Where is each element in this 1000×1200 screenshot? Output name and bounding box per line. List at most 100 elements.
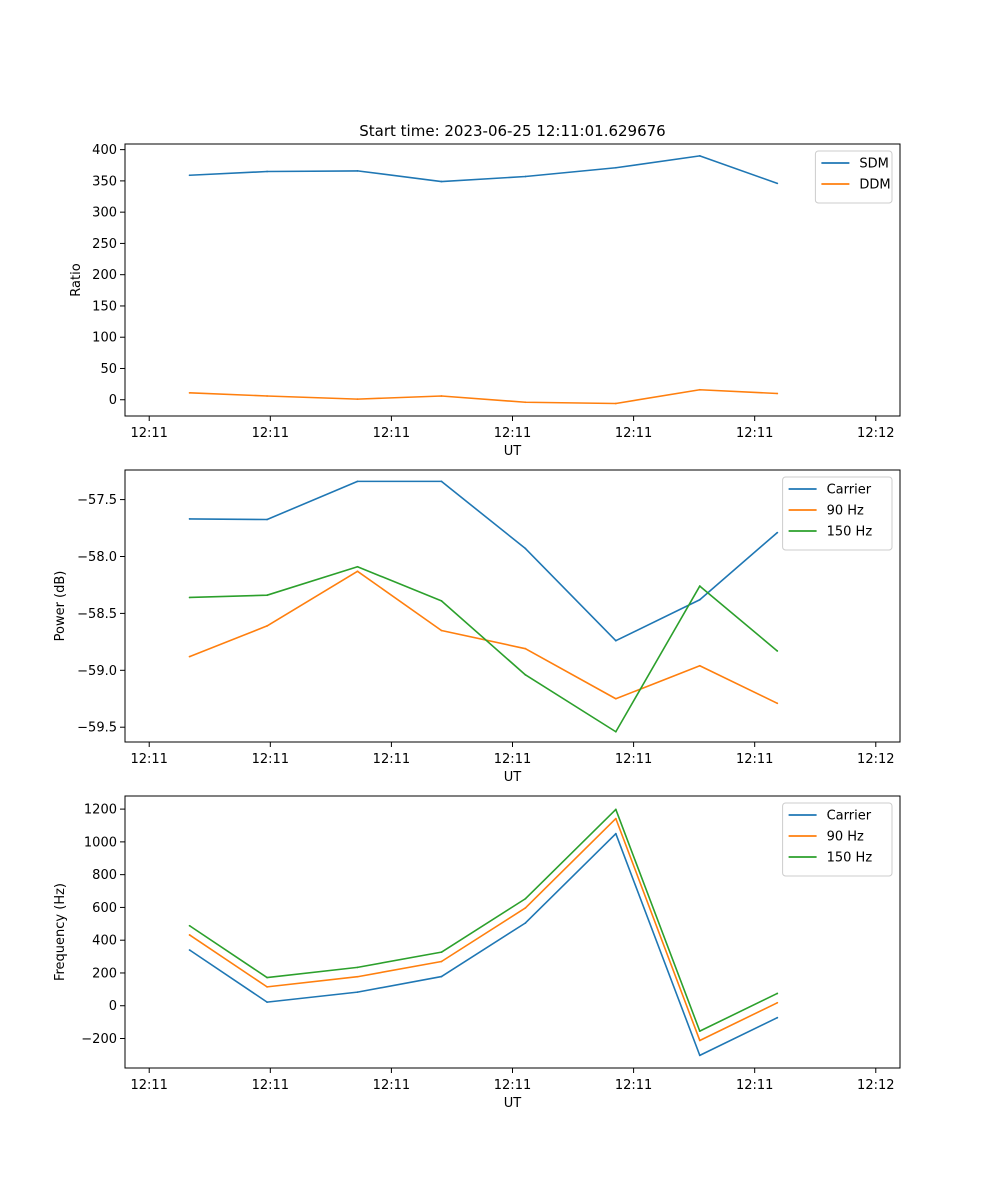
y-tick-label: −59.0 xyxy=(77,664,117,679)
legend-box xyxy=(814,150,893,204)
figure-title: Start time: 2023-06-25 12:11:01.629676 xyxy=(359,122,665,140)
data-point xyxy=(698,388,701,391)
data-point xyxy=(440,629,443,632)
x-tick-label: 12:12 xyxy=(857,752,894,767)
chart-1: 12:11 12:11 12:11 12:11 12:11 12:11 12:12 0 50 10… xyxy=(69,143,901,459)
y-tick-label: −59.5 xyxy=(77,721,117,736)
data-point xyxy=(188,391,191,394)
y-tick-label: 50 xyxy=(100,362,117,377)
data-point xyxy=(524,922,527,924)
data-point xyxy=(776,1016,779,1019)
chart-3: 12:11 12:11 12:11 12:11 12:11 12:11 12:12 −200 0… xyxy=(53,795,901,1111)
data-point xyxy=(776,650,779,652)
legend-label: Carrier xyxy=(827,809,872,824)
x-tick-label: 12:11 xyxy=(615,1078,652,1093)
series-line xyxy=(189,570,778,705)
series-line xyxy=(189,155,778,185)
data-point xyxy=(266,976,268,979)
x-tick-label: 12:11 xyxy=(130,426,167,441)
data-point xyxy=(614,402,617,405)
x-tick-label: 12:11 xyxy=(736,752,773,767)
data-point xyxy=(698,598,701,601)
series-150-hz xyxy=(188,565,779,733)
y-tick-label: 400 xyxy=(92,143,117,158)
data-point xyxy=(776,702,779,705)
series-carrier xyxy=(188,480,779,642)
data-point xyxy=(266,985,268,988)
y-tick-label: 350 xyxy=(92,174,117,189)
y-tick-label: 0 xyxy=(109,393,117,408)
data-point xyxy=(188,655,191,658)
series-150-hz xyxy=(188,808,779,1033)
data-point xyxy=(440,395,443,397)
data-point xyxy=(440,975,443,978)
series-line xyxy=(189,808,778,1032)
x-tick-label: 12:11 xyxy=(494,426,531,441)
data-point xyxy=(440,951,443,954)
data-point xyxy=(356,966,359,969)
legend: Carrier 90 Hz 150 Hz xyxy=(782,476,893,551)
data-point xyxy=(776,182,779,185)
y-tick-label: 1000 xyxy=(84,835,117,850)
data-point xyxy=(698,585,701,587)
series-line xyxy=(189,817,778,1042)
y-tick-label: −200 xyxy=(81,1032,117,1047)
data-point xyxy=(356,398,359,401)
data-point xyxy=(188,596,191,599)
chart-2: 12:11 12:11 12:11 12:11 12:11 12:11 12:12 −59.5… xyxy=(53,469,901,785)
x-tick-label: 12:11 xyxy=(252,426,289,441)
data-point xyxy=(440,960,443,963)
legend-label: DDM xyxy=(859,178,890,193)
data-point xyxy=(524,401,527,404)
data-point xyxy=(188,924,191,927)
series-90-hz xyxy=(188,817,779,1042)
data-point xyxy=(266,1001,268,1004)
y-tick-label: −57.5 xyxy=(77,493,117,508)
data-point xyxy=(356,570,359,573)
data-point xyxy=(266,518,268,521)
series-sdm xyxy=(188,154,779,185)
series-ddm xyxy=(188,388,779,405)
x-tick-label: 12:11 xyxy=(252,752,289,767)
data-point xyxy=(698,1039,701,1042)
data-point xyxy=(614,832,617,835)
data-point xyxy=(698,1054,701,1057)
y-tick-label: 250 xyxy=(92,237,117,252)
y-tick-label: 1200 xyxy=(84,803,117,818)
legend-label: SDM xyxy=(859,157,888,172)
data-point xyxy=(440,599,443,602)
data-point xyxy=(614,697,617,700)
data-point xyxy=(524,647,527,650)
series-line xyxy=(189,565,778,733)
data-point xyxy=(440,480,443,483)
data-point xyxy=(266,170,268,173)
y-tick-label: −58.0 xyxy=(77,550,117,565)
data-point xyxy=(356,991,359,994)
x-tick-label: 12:11 xyxy=(615,426,652,441)
series-carrier xyxy=(188,832,779,1057)
data-point xyxy=(356,565,359,568)
x-tick-label: 12:11 xyxy=(615,752,652,767)
data-point xyxy=(524,175,527,178)
x-tick-label: 12:11 xyxy=(130,1078,167,1093)
data-point xyxy=(188,949,191,951)
y-tick-label: 300 xyxy=(92,206,117,221)
y-tick-label: 100 xyxy=(92,331,117,346)
legend: Carrier 90 Hz 150 Hz xyxy=(782,802,893,877)
x-tick-label: 12:11 xyxy=(494,752,531,767)
data-point xyxy=(776,1001,779,1004)
x-tick-label: 12:12 xyxy=(857,1078,894,1093)
data-point xyxy=(614,808,617,811)
x-axis-label: UT xyxy=(504,444,522,459)
data-point xyxy=(440,180,443,183)
x-axis-label: UT xyxy=(504,770,522,785)
data-point xyxy=(524,673,527,676)
data-point xyxy=(614,730,617,733)
y-axis-label: Ratio xyxy=(69,263,84,296)
data-point xyxy=(188,518,191,520)
data-point xyxy=(524,547,527,550)
data-point xyxy=(188,934,191,936)
data-point xyxy=(266,395,268,397)
legend-label: 150 Hz xyxy=(827,525,873,540)
legend-label: 90 Hz xyxy=(827,830,864,845)
